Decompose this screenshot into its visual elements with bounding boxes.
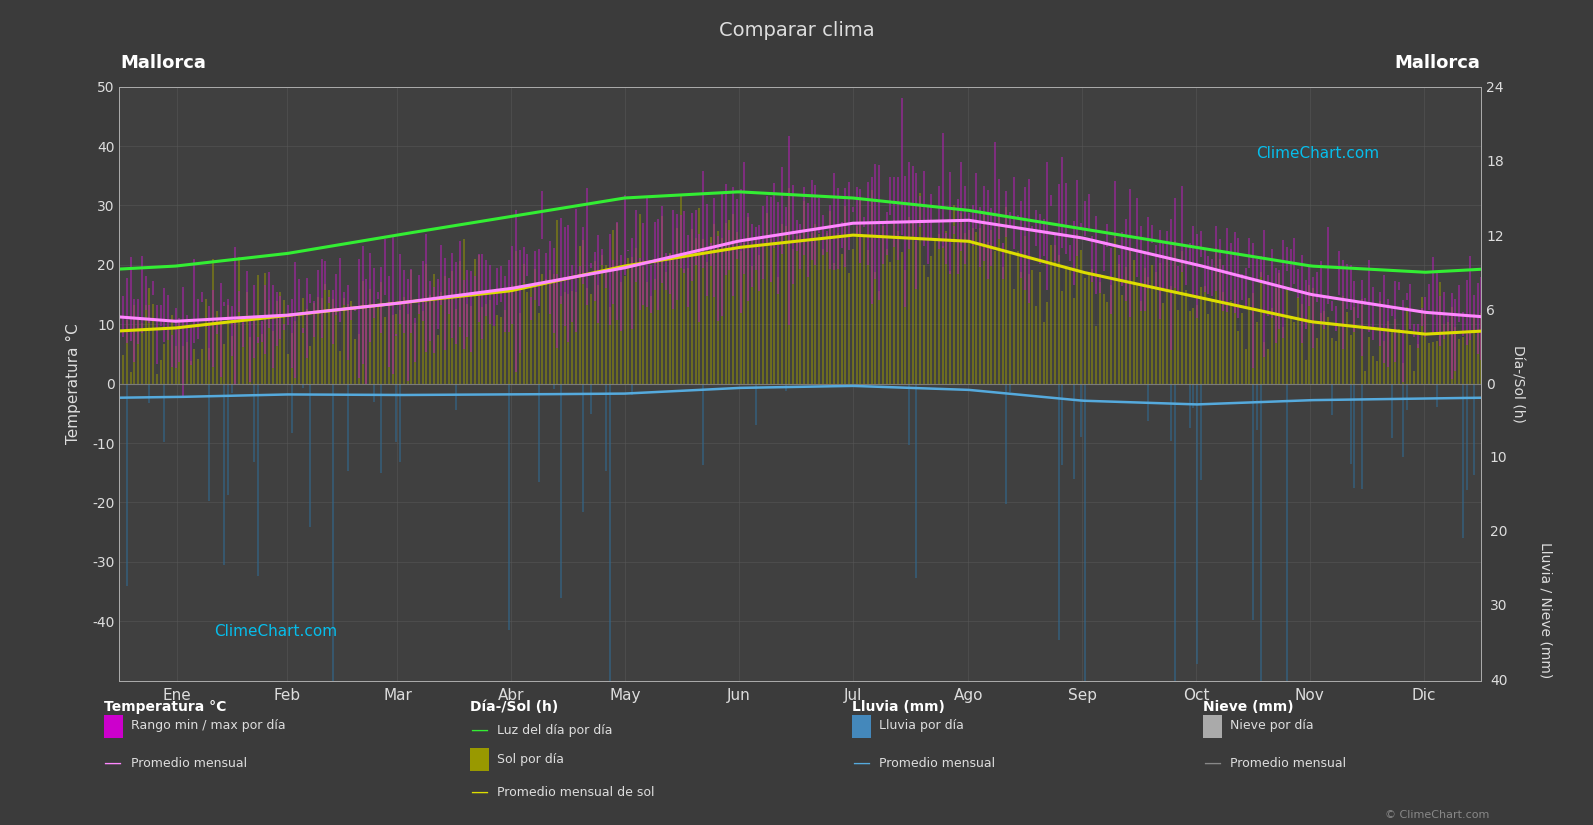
Text: —: — [470,783,487,801]
Text: Temperatura °C: Temperatura °C [104,700,226,714]
Text: Sol por día: Sol por día [497,752,564,766]
Text: —: — [470,721,487,739]
Y-axis label: Día-/Sol (h): Día-/Sol (h) [1510,345,1525,422]
Text: © ClimeChart.com: © ClimeChart.com [1384,810,1489,820]
Text: Día-/Sol (h): Día-/Sol (h) [470,700,558,714]
Text: ClimeChart.com: ClimeChart.com [215,625,338,639]
Text: Mallorca: Mallorca [1394,54,1480,72]
Text: 40: 40 [1489,674,1507,687]
Text: Rango min / max por día: Rango min / max por día [131,719,285,733]
Text: Mallorca: Mallorca [121,54,207,72]
Text: Lluvia (mm): Lluvia (mm) [852,700,945,714]
Text: —: — [852,754,870,772]
Text: —: — [104,754,121,772]
Text: Promedio mensual: Promedio mensual [131,757,247,770]
Text: Lluvia por día: Lluvia por día [879,719,964,733]
Text: Nieve (mm): Nieve (mm) [1203,700,1294,714]
Text: Promedio mensual: Promedio mensual [879,757,996,770]
Text: Lluvia / Nieve (mm): Lluvia / Nieve (mm) [1539,542,1552,679]
Text: Promedio mensual de sol: Promedio mensual de sol [497,785,655,799]
Text: 20: 20 [1489,526,1507,539]
Text: Promedio mensual: Promedio mensual [1230,757,1346,770]
Text: ClimeChart.com: ClimeChart.com [1257,146,1380,161]
Y-axis label: Temperatura °C: Temperatura °C [65,323,81,444]
Text: Nieve por día: Nieve por día [1230,719,1313,733]
Text: 10: 10 [1489,451,1507,464]
Text: Comparar clima: Comparar clima [718,21,875,40]
Text: 30: 30 [1489,600,1507,613]
Text: —: — [1203,754,1220,772]
Text: Luz del día por día: Luz del día por día [497,724,613,737]
